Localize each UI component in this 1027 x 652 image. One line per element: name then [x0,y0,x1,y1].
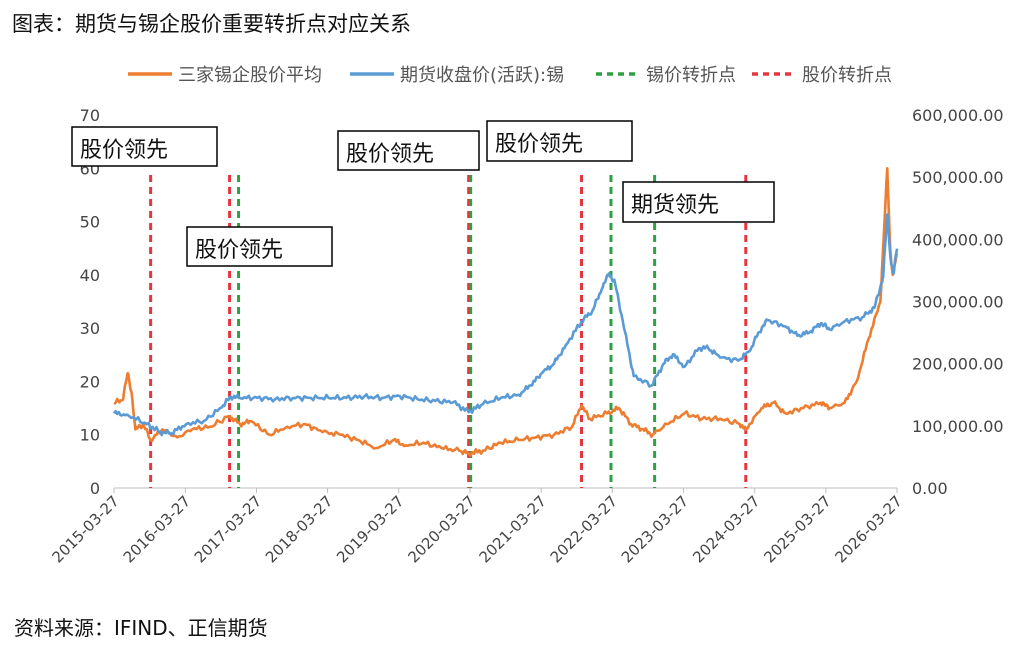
x-tick-label: 2024-03-27 [689,492,763,566]
annotation-label: 股价领先 [80,138,168,163]
right-tick-label: 200,000.00 [912,355,1004,374]
x-tick-label: 2019-03-27 [333,492,407,566]
x-tick-label: 2023-03-27 [618,492,692,566]
annotation-label: 股价领先 [195,238,283,263]
x-tick-label: 2015-03-27 [48,492,122,566]
annotation-label: 股价领先 [495,132,583,157]
annotation-label: 期货领先 [631,193,719,218]
x-axis: 2015-03-272016-03-272017-03-272018-03-27… [48,487,906,566]
legend: 三家锡企股价平均 期货收盘价(活跃):锡 锡价转折点 股价转折点 [128,65,892,86]
page-title: 图表：期货与锡企股价重要转折点对应关系 [12,12,411,36]
left-tick-label: 20 [80,372,100,391]
right-tick-label: 300,000.00 [912,293,1004,312]
annotation-box [486,120,633,162]
left-tick-label: 0 [90,479,100,498]
x-tick-label: 2022-03-27 [547,492,621,566]
right-tick-label: 600,000.00 [912,106,1004,125]
annotation-box [622,181,775,223]
right-tick-label: 400,000.00 [912,230,1004,249]
chart: 三家锡企股价平均 期货收盘价(活跃):锡 锡价转折点 股价转折点 0 10 20 30 40 5… [48,65,1004,566]
left-tick-label: 50 [80,213,100,232]
annotation-label: 股价领先 [346,142,434,167]
source-note: 资料来源：IFIND、正信期货 [14,616,268,640]
annotation-box [186,226,333,267]
x-tick-label: 2016-03-27 [120,492,194,566]
left-tick-label: 40 [80,266,100,285]
left-tick-label: 30 [80,319,100,338]
annotation-box [71,126,218,167]
legend-label: 期货收盘价(活跃):锡 [400,65,564,86]
right-tick-label: 100,000.00 [912,417,1004,436]
legend-label: 股价转折点 [802,65,892,86]
x-tick-label: 2025-03-27 [760,492,834,566]
x-tick-label: 2026-03-27 [831,492,905,566]
x-tick-label: 2017-03-27 [191,492,265,566]
legend-label: 锡价转折点 [646,65,736,86]
series-lines [112,167,899,457]
x-tick-label: 2021-03-27 [476,492,550,566]
left-tick-label: 70 [80,106,100,125]
right-tick-label: 0.00 [912,479,948,498]
right-tick-label: 500,000.00 [912,168,1004,187]
legend-label: 三家锡企股价平均 [178,65,322,86]
x-tick-label: 2018-03-27 [262,492,336,566]
left-tick-label: 10 [80,426,100,445]
annotation-box [337,130,480,171]
x-tick-label: 2020-03-27 [404,492,478,566]
right-axis: 0.00 100,000.00 200,000.00 300,000.00 400,00… [912,106,1004,498]
series-line-tin-futures [112,213,899,437]
series-line-stock-avg [113,167,899,457]
